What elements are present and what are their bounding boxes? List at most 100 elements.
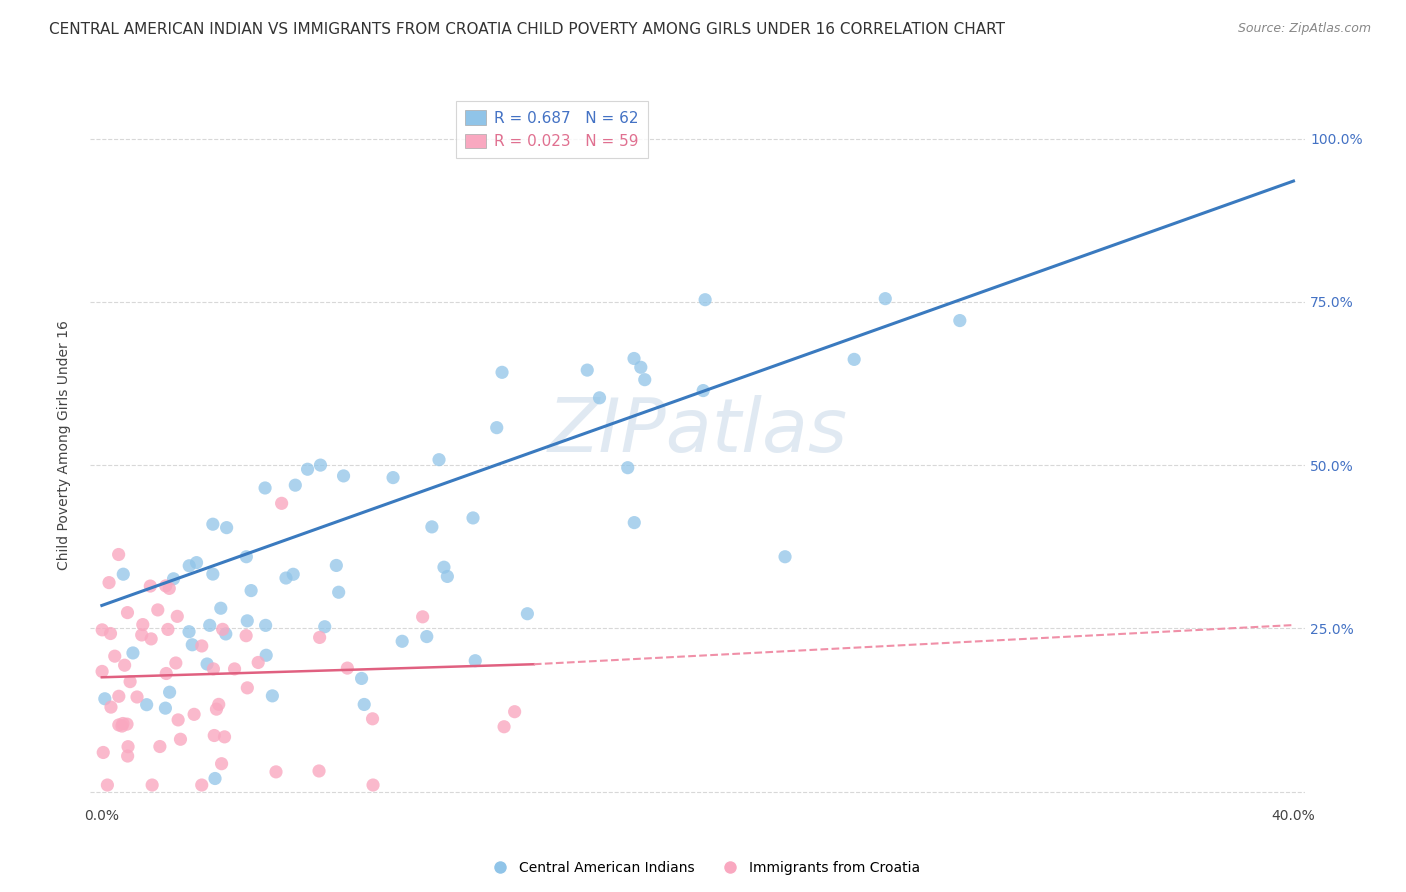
Point [198, 618, 221, 632]
Point [309, 458, 332, 472]
Point [195, 657, 218, 671]
Point [91, 623, 114, 637]
Point [350, 672, 373, 686]
Point [146, 603, 169, 617]
Point [875, 292, 897, 306]
Point [117, 739, 139, 754]
Point [201, 567, 224, 582]
Legend: Central American Indians, Immigrants from Croatia: Central American Indians, Immigrants fro… [481, 855, 925, 880]
Legend: R = 0.687   N = 62, R = 0.023   N = 59: R = 0.687 N = 62, R = 0.023 N = 59 [456, 101, 648, 158]
Point [949, 313, 972, 327]
Point [114, 658, 136, 673]
Point [209, 601, 232, 615]
Point [139, 579, 162, 593]
Point [491, 365, 513, 379]
Point [135, 698, 157, 712]
Point [100, 700, 122, 714]
Point [236, 614, 259, 628]
Point [235, 629, 257, 643]
Point [91, 665, 114, 679]
Point [108, 690, 131, 704]
Point [254, 648, 277, 663]
Point [332, 469, 354, 483]
Point [325, 558, 347, 573]
Point [254, 618, 277, 632]
Point [254, 481, 277, 495]
Point [464, 654, 486, 668]
Point [155, 701, 177, 715]
Point [98, 575, 121, 590]
Point [235, 549, 257, 564]
Point [177, 624, 200, 639]
Point [773, 549, 796, 564]
Point [461, 511, 484, 525]
Point [96, 778, 118, 792]
Point [630, 360, 652, 375]
Point [159, 685, 181, 699]
Point [141, 632, 163, 646]
Point [181, 638, 204, 652]
Point [420, 520, 443, 534]
Point [104, 649, 127, 664]
Point [516, 607, 538, 621]
Point [156, 623, 179, 637]
Point [433, 560, 456, 574]
Point [111, 716, 134, 731]
Point [166, 609, 188, 624]
Point [844, 352, 866, 367]
Point [169, 732, 191, 747]
Point [427, 452, 450, 467]
Point [692, 384, 714, 398]
Text: Source: ZipAtlas.com: Source: ZipAtlas.com [1237, 22, 1371, 36]
Point [297, 462, 319, 476]
Point [155, 579, 177, 593]
Point [485, 420, 508, 434]
Point [236, 681, 259, 695]
Point [202, 662, 225, 676]
Point [361, 778, 384, 792]
Point [215, 521, 238, 535]
Point [262, 689, 284, 703]
Point [165, 656, 187, 670]
Point [112, 567, 135, 582]
Point [361, 712, 384, 726]
Point [186, 556, 208, 570]
Point [436, 569, 458, 583]
Point [202, 729, 225, 743]
Point [215, 627, 238, 641]
Point [205, 702, 228, 716]
Point [623, 351, 645, 366]
Point [155, 666, 177, 681]
Point [149, 739, 172, 754]
Point [336, 661, 359, 675]
Point [284, 478, 307, 492]
Y-axis label: Child Poverty Among Girls Under 16: Child Poverty Among Girls Under 16 [58, 320, 72, 570]
Point [179, 558, 201, 573]
Point [167, 713, 190, 727]
Point [416, 630, 439, 644]
Text: ZIPatlas: ZIPatlas [547, 395, 848, 467]
Point [412, 610, 434, 624]
Point [695, 293, 717, 307]
Point [588, 391, 610, 405]
Point [576, 363, 599, 377]
Point [107, 548, 129, 562]
Point [214, 730, 236, 744]
Point [117, 749, 139, 764]
Point [616, 460, 638, 475]
Point [274, 571, 297, 585]
Point [190, 778, 212, 792]
Point [308, 631, 330, 645]
Point [283, 567, 305, 582]
Point [91, 746, 114, 760]
Point [264, 764, 287, 779]
Point [157, 582, 180, 596]
Point [100, 626, 122, 640]
Point [208, 698, 231, 712]
Point [115, 717, 138, 731]
Point [211, 756, 233, 771]
Point [190, 639, 212, 653]
Point [634, 373, 657, 387]
Point [94, 691, 117, 706]
Point [141, 778, 163, 792]
